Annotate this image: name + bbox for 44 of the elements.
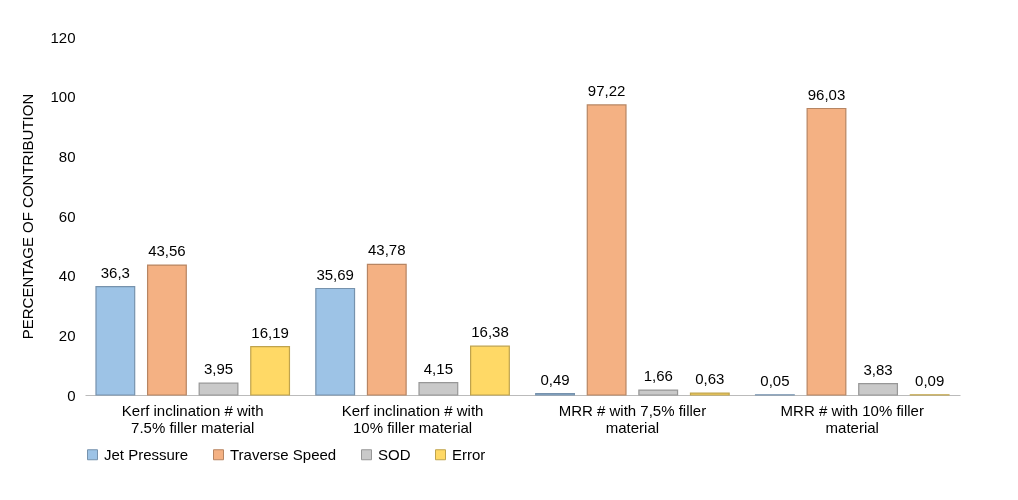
data-label: 16,38 — [471, 323, 509, 341]
y-tick-label: 100 — [50, 88, 76, 106]
data-label: 3,83 — [863, 360, 893, 378]
bar — [250, 346, 291, 396]
data-label: 36,3 — [100, 263, 130, 281]
data-label: 43,78 — [368, 241, 406, 259]
bar — [806, 107, 847, 396]
bar — [146, 264, 187, 396]
legend-label: Error — [452, 445, 486, 463]
y-tick-label: 60 — [58, 207, 76, 225]
data-label: 1,66 — [643, 367, 673, 385]
data-label: 0,05 — [760, 371, 790, 389]
y-tick-label: 120 — [50, 28, 76, 46]
legend-label: Jet Pressure — [104, 445, 189, 463]
bar — [95, 286, 136, 396]
y-tick-label: 80 — [58, 147, 76, 165]
data-label: 35,69 — [316, 265, 354, 283]
y-tick-label: 40 — [58, 267, 76, 285]
data-label: 4,15 — [423, 359, 453, 377]
data-label: 96,03 — [807, 85, 846, 103]
data-label: 0,63 — [695, 370, 725, 388]
data-label: 43,56 — [148, 242, 186, 260]
data-label: 0,49 — [540, 370, 570, 388]
bar — [858, 382, 899, 396]
y-axis-title: PERCENTAGE OF CONTRIBUTION — [19, 93, 37, 340]
y-tick-label: 0 — [67, 386, 76, 404]
x-tick-label: Kerf inclination # with 10% filler material — [341, 401, 484, 436]
bar — [198, 382, 239, 396]
x-tick-label: MRR # with 10% filler material — [780, 401, 924, 436]
data-label: 0,09 — [915, 371, 945, 389]
bar — [638, 389, 679, 396]
legend-label: SOD — [378, 445, 411, 463]
bar — [470, 345, 510, 396]
bar — [366, 263, 407, 396]
data-label: 3,95 — [203, 360, 234, 378]
x-tick-label: MRR # with 7,5% filler material — [558, 401, 707, 436]
bar — [586, 104, 627, 396]
bar — [418, 382, 459, 396]
legend-label: Traverse Speed — [230, 445, 337, 463]
bar — [315, 287, 356, 396]
y-tick-label: 20 — [58, 326, 76, 344]
x-tick-label: Kerf inclination # with 7.5% filler material — [121, 401, 264, 436]
data-label: 16,19 — [251, 323, 289, 341]
data-label: 97,22 — [587, 81, 626, 99]
